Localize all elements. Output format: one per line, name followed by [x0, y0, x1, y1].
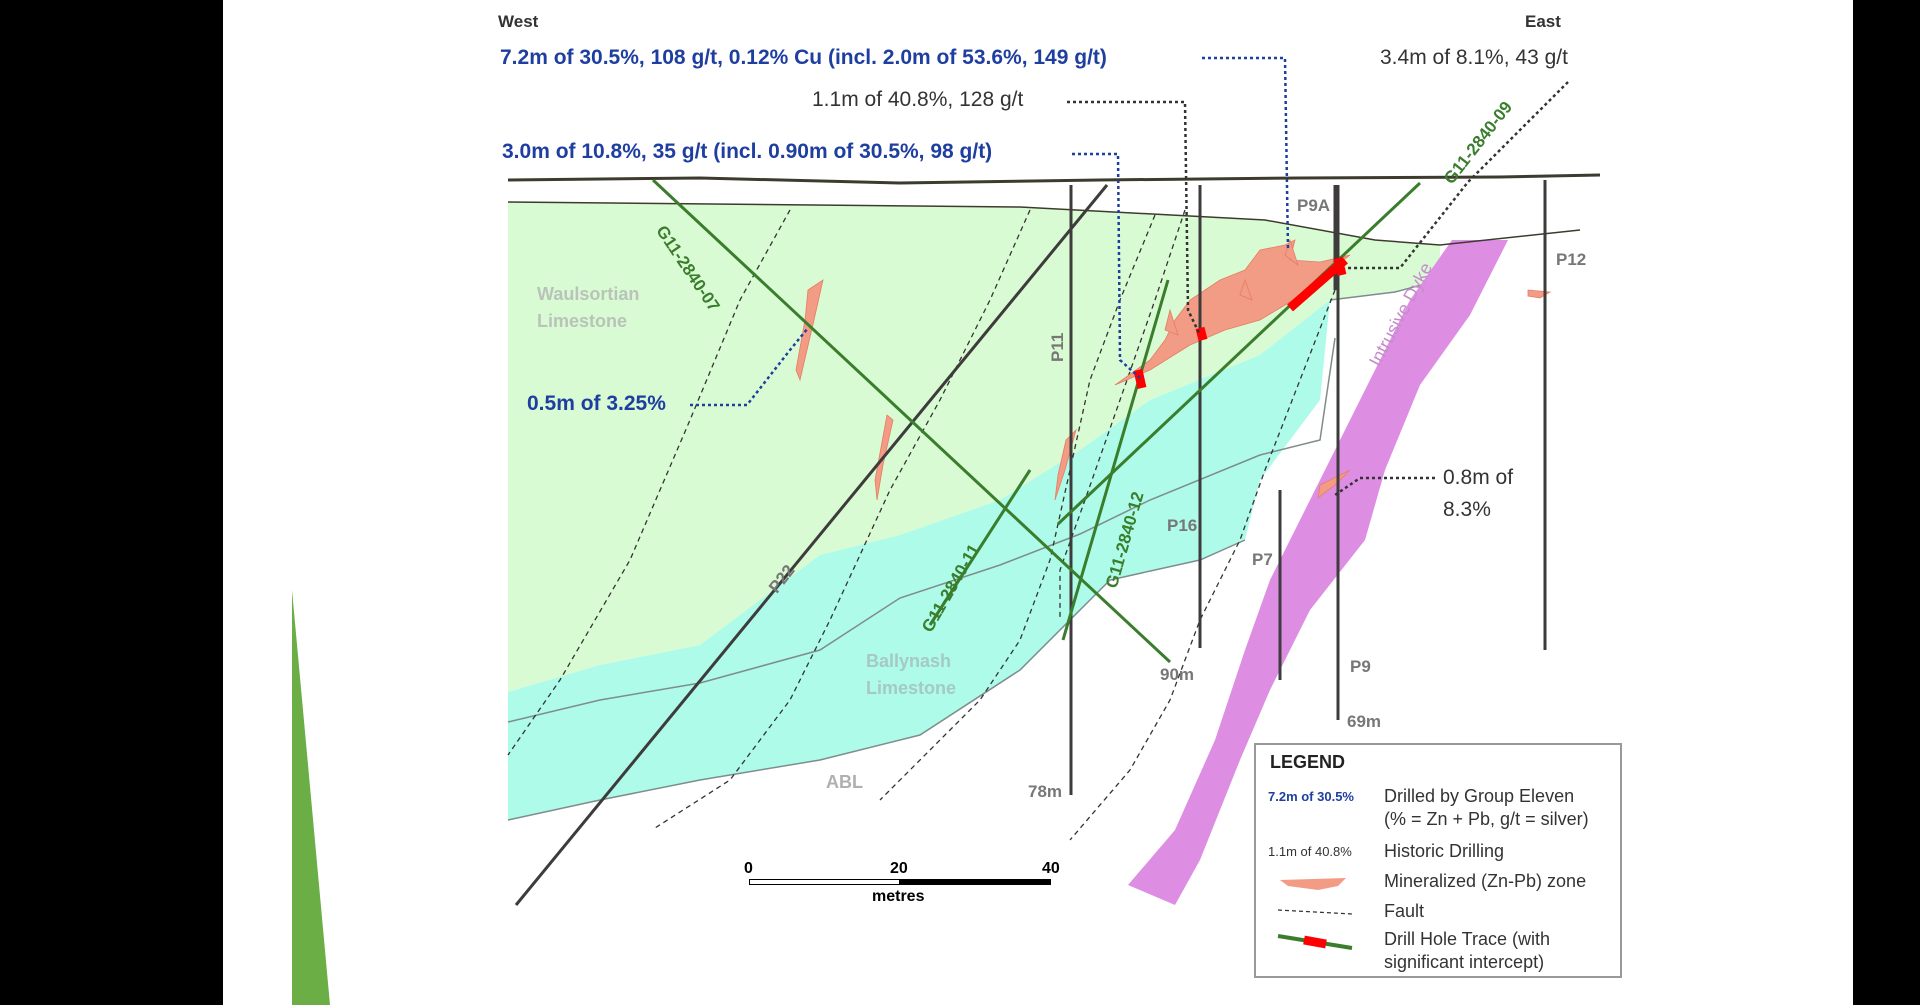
legend-text-fault: Fault: [1384, 901, 1425, 921]
mineralized-spike-2: [1239, 278, 1253, 301]
abl-boundary: [507, 539, 1246, 821]
leader-historic: [1067, 100, 1202, 336]
hole-g11-2840-11: [928, 469, 1032, 626]
left-black-band: [0, 0, 223, 1005]
legend-text-trace-2: significant intercept): [1384, 952, 1545, 972]
leader-east: [1345, 81, 1569, 270]
legend-text-trace-1: Drill Hole Trace (with: [1384, 929, 1551, 949]
scale-unit: metres: [872, 888, 925, 905]
fault-3: [879, 214, 1156, 801]
callout-intercept-2: 3.0m of 10.8%, 35 g/t (incl. 0.90m of 30…: [502, 140, 993, 163]
legend-swatch-mineralized: [1280, 878, 1346, 890]
hole-g11-2840-09: [1056, 181, 1422, 526]
intercept-3: [1133, 369, 1147, 389]
waulsortian-label-2: Limestone: [537, 311, 628, 331]
label-p11: P11: [1048, 332, 1067, 362]
mineralized-spike-3: [1164, 308, 1179, 336]
depth-g07: 90m: [1160, 665, 1195, 684]
callout-main-intercept: 7.2m of 30.5%, 108 g/t, 0.12% Cu (incl. …: [500, 46, 1107, 69]
fault-5: [1059, 209, 1186, 620]
label-p9: P9: [1350, 657, 1371, 676]
leader-dyke: [1334, 476, 1435, 497]
fault-1: [507, 209, 791, 756]
west-label: West: [498, 12, 539, 31]
callout-intercept-3: 0.5m of 3.25%: [527, 392, 666, 415]
label-p16: P16: [1167, 516, 1198, 535]
legend-swatch-trace: [1277, 934, 1353, 950]
label-p9a: P9A: [1297, 196, 1331, 215]
ballynash-top-boundary: [507, 337, 1336, 723]
legend-text-ge-2: (% = Zn + Pb, g/t = silver): [1384, 809, 1589, 829]
legend-swatch-fault: [1277, 909, 1353, 915]
leader-intercept-2: [1072, 152, 1141, 379]
label-p7: P7: [1252, 550, 1273, 569]
leader-intercept-3: [690, 327, 809, 407]
historic-drill-holes: [514, 180, 1547, 906]
callout-dyke-intercept-1: 0.8m of: [1443, 466, 1514, 489]
green-accent-shape: [292, 590, 330, 1005]
callout-dyke-intercept-2: 8.3%: [1443, 498, 1491, 521]
scale-bar-black: [900, 879, 1051, 885]
ground-surface: [507, 173, 1601, 185]
scale-tick-20: 20: [890, 860, 908, 877]
intercept-east: [1333, 256, 1347, 277]
hole-g11-2840-12: [1061, 279, 1170, 641]
intrusive-dyke: [1128, 240, 1508, 905]
hole-g11-2840-07: [651, 178, 1172, 664]
callout-leaders: [690, 56, 1569, 497]
group-eleven-drill-holes: [651, 178, 1422, 664]
waulsortian-label-1: Waulsortian: [537, 284, 640, 304]
callout-historic-1: 1.1m of 40.8%, 128 g/t: [812, 88, 1024, 111]
east-label: East: [1525, 12, 1561, 31]
legend-title: LEGEND: [1270, 752, 1346, 772]
scale-tick-0: 0: [744, 860, 753, 877]
ballynash-label-2: Limestone: [866, 678, 957, 698]
leader-main: [1202, 56, 1290, 251]
mineralized-lens-5: [1317, 469, 1351, 499]
legend-key-historic: 1.1m of 40.8%: [1268, 844, 1352, 859]
intercept-historic: [1195, 326, 1208, 342]
callout-east-intercept: 3.4m of 8.1%, 43 g/t: [1380, 46, 1568, 69]
mineralized-lens-4: [1527, 289, 1552, 299]
legend-key-group-eleven: 7.2m of 30.5%: [1268, 789, 1354, 804]
legend-text-mineralized: Mineralized (Zn-Pb) zone: [1384, 871, 1587, 891]
legend-box: LEGEND 7.2m of 30.5% Drilled by Group El…: [1254, 743, 1622, 978]
hole-p22: [514, 184, 1109, 906]
label-p12: P12: [1556, 250, 1587, 269]
depth-p11: 78m: [1028, 782, 1063, 801]
faults: [507, 209, 1336, 841]
significant-intercepts: [1133, 256, 1348, 389]
abl-label: ABL: [826, 772, 863, 792]
legend-text-historic: Historic Drilling: [1384, 841, 1505, 861]
depth-p9: 69m: [1347, 712, 1382, 731]
ballynash-label-1: Ballynash: [866, 651, 952, 671]
fault-2: [654, 209, 1031, 829]
scale-tick-40: 40: [1042, 860, 1060, 877]
scale-bar: 0 20 40 metres: [740, 860, 1060, 916]
legend-text-ge-1: Drilled by Group Eleven: [1384, 786, 1575, 806]
scale-bar-white: [749, 879, 900, 885]
fault-4: [1069, 289, 1336, 841]
bedrock-top: [507, 201, 1581, 246]
